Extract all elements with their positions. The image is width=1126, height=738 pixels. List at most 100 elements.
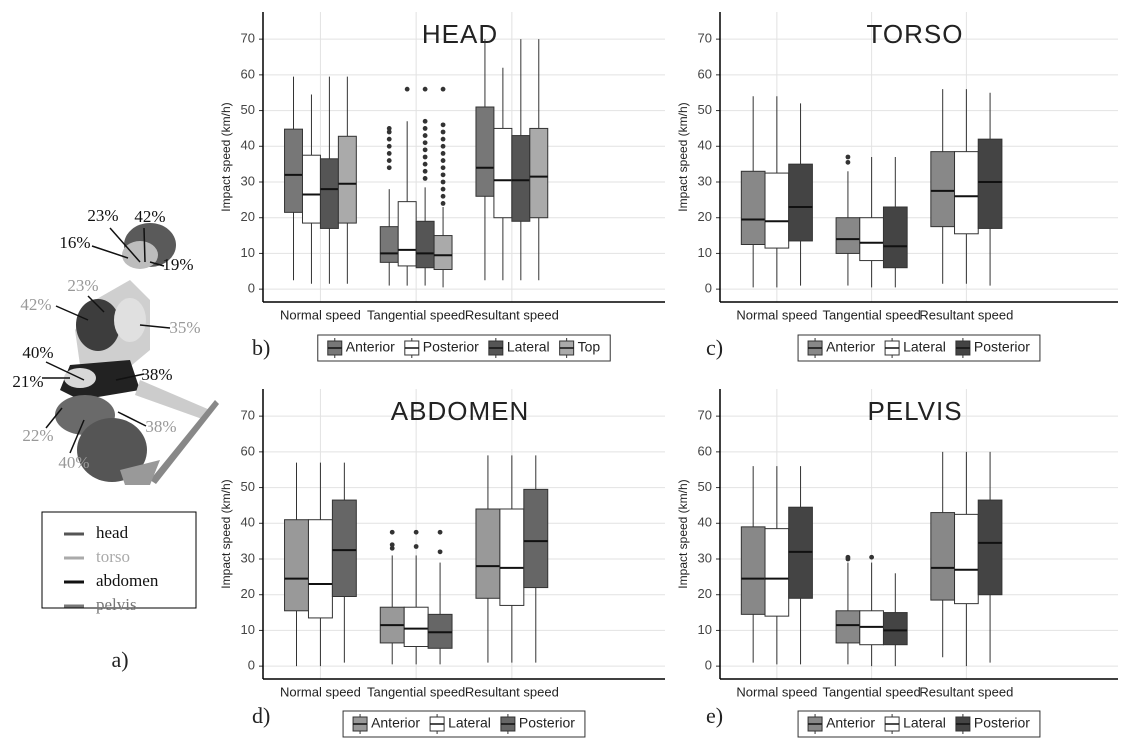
y-axis-label: Impact speed (km/h) bbox=[676, 102, 690, 211]
pointer-line bbox=[117, 411, 147, 427]
outlier bbox=[440, 129, 446, 135]
outlier bbox=[389, 529, 395, 535]
box bbox=[882, 206, 908, 269]
outlier bbox=[437, 549, 443, 555]
x-tick-label: Normal speed bbox=[280, 684, 361, 699]
x-tick-label: Resultant speed bbox=[465, 307, 559, 322]
box bbox=[977, 138, 1003, 229]
legend: Anterior Posterior Lateral Top bbox=[317, 334, 611, 362]
box bbox=[740, 170, 766, 246]
percent-label: 16% bbox=[59, 233, 90, 252]
y-tick-label: 30 bbox=[698, 550, 712, 565]
y-tick-label: 10 bbox=[241, 245, 255, 260]
pointer-line bbox=[45, 361, 85, 381]
box bbox=[764, 528, 790, 617]
x-tick-label: Tangential speed bbox=[367, 307, 465, 322]
y-tick-label: 20 bbox=[241, 586, 255, 601]
y-tick-label: 10 bbox=[241, 622, 255, 637]
y-tick-label: 60 bbox=[241, 443, 255, 458]
percent-label: 21% bbox=[12, 372, 43, 391]
y-tick-label: 10 bbox=[698, 245, 712, 260]
panel-label: b) bbox=[252, 335, 270, 360]
y-tick-label: 60 bbox=[698, 66, 712, 81]
outlier bbox=[389, 542, 395, 548]
y-tick-label: 40 bbox=[698, 138, 712, 153]
legend-label: Posterior bbox=[974, 339, 1030, 355]
box bbox=[284, 519, 309, 612]
x-tick-label: Resultant speed bbox=[919, 307, 1013, 322]
chart-panel: 0 10 20 30 40 50 60 70 Normal speed Tangential sp… bbox=[219, 12, 665, 362]
y-tick-label: 20 bbox=[698, 209, 712, 224]
box bbox=[475, 106, 495, 197]
panel-label: a) bbox=[111, 647, 128, 672]
box bbox=[835, 610, 861, 644]
box bbox=[954, 151, 979, 235]
box bbox=[529, 127, 549, 219]
x-tick-label: Tangential speed bbox=[822, 684, 920, 699]
pointer-line bbox=[87, 295, 105, 313]
box bbox=[977, 499, 1003, 596]
box bbox=[403, 606, 429, 648]
percent-label: 38% bbox=[145, 417, 176, 436]
box bbox=[319, 158, 339, 229]
legend-label: head bbox=[96, 523, 129, 542]
outlier bbox=[440, 86, 446, 92]
outlier bbox=[386, 126, 392, 131]
y-tick-label: 40 bbox=[698, 515, 712, 530]
box bbox=[499, 508, 525, 606]
legend-label: Anterior bbox=[346, 339, 395, 355]
outlier bbox=[413, 529, 419, 535]
y-tick-label: 0 bbox=[705, 658, 712, 673]
percent-label: 38% bbox=[141, 365, 172, 384]
y-tick-label: 30 bbox=[241, 550, 255, 565]
outlier bbox=[440, 193, 446, 199]
body-illustration bbox=[55, 223, 219, 485]
outlier bbox=[440, 151, 446, 156]
y-tick-label: 20 bbox=[698, 586, 712, 601]
percent-label: 35% bbox=[169, 318, 200, 337]
legend-box bbox=[41, 511, 197, 609]
y-tick-label: 50 bbox=[698, 102, 712, 117]
box bbox=[835, 217, 861, 254]
box bbox=[788, 163, 813, 242]
legend-label: abdomen bbox=[96, 571, 159, 590]
outlier bbox=[437, 529, 443, 535]
outlier bbox=[422, 86, 428, 92]
box bbox=[379, 226, 399, 263]
y-axis-label: Impact speed (km/h) bbox=[219, 479, 233, 588]
y-tick-label: 40 bbox=[241, 515, 255, 530]
box bbox=[930, 151, 956, 228]
percent-label: 42% bbox=[20, 295, 51, 314]
box bbox=[284, 128, 303, 213]
percent-label: 22% bbox=[22, 426, 53, 445]
percent-label: 19% bbox=[162, 255, 193, 274]
y-axis-label: Impact speed (km/h) bbox=[676, 479, 690, 588]
legend-border bbox=[342, 710, 586, 738]
y-tick-label: 70 bbox=[698, 408, 712, 423]
plot-background bbox=[263, 12, 665, 302]
outlier bbox=[422, 133, 428, 138]
legend-label: Lateral bbox=[903, 339, 946, 355]
panel-label: e) bbox=[706, 703, 723, 728]
box bbox=[882, 612, 908, 646]
panel-label: d) bbox=[252, 703, 270, 728]
legend-label: Top bbox=[578, 339, 601, 355]
pointer-line bbox=[45, 407, 63, 429]
box bbox=[307, 519, 333, 619]
outlier bbox=[386, 165, 392, 171]
outlier bbox=[422, 154, 428, 160]
x-tick-label: Resultant speed bbox=[919, 684, 1013, 699]
outlier bbox=[440, 172, 446, 178]
y-tick-label: 30 bbox=[241, 173, 255, 188]
pointer-line bbox=[109, 227, 141, 263]
outlier bbox=[386, 143, 392, 149]
pointer-line bbox=[69, 419, 85, 454]
legend-border bbox=[797, 334, 1041, 362]
box bbox=[493, 127, 513, 219]
outlier bbox=[422, 147, 428, 153]
box bbox=[859, 217, 884, 262]
chart-title: PELVIS bbox=[867, 396, 962, 426]
outlier bbox=[422, 161, 428, 167]
outlier bbox=[386, 158, 392, 163]
